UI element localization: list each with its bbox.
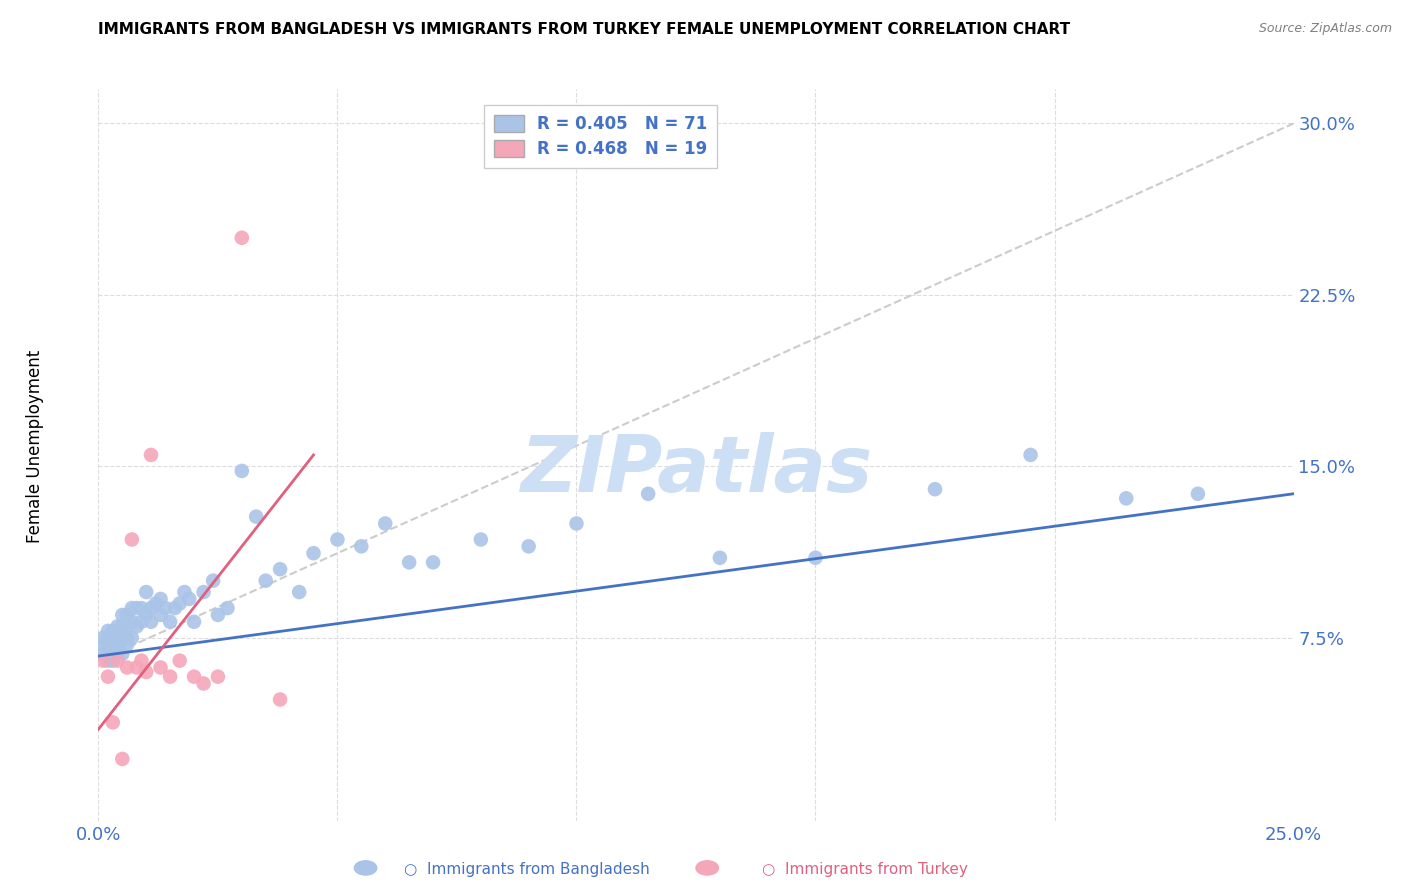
Point bbox=[207, 670, 229, 684]
Point bbox=[517, 539, 540, 553]
Point bbox=[924, 482, 946, 496]
Text: Source: ZipAtlas.com: Source: ZipAtlas.com bbox=[1258, 22, 1392, 36]
Point bbox=[269, 692, 291, 706]
Point bbox=[326, 533, 349, 547]
Point bbox=[101, 638, 124, 652]
Point bbox=[254, 574, 277, 588]
Point bbox=[91, 638, 114, 652]
Point bbox=[111, 752, 134, 766]
Text: ○  Immigrants from Turkey: ○ Immigrants from Turkey bbox=[762, 863, 967, 877]
Text: ZIPatlas: ZIPatlas bbox=[520, 432, 872, 508]
Point bbox=[139, 448, 162, 462]
Point bbox=[422, 555, 444, 569]
Point bbox=[245, 509, 267, 524]
Point bbox=[193, 585, 215, 599]
Point bbox=[149, 660, 172, 674]
Point bbox=[107, 638, 129, 652]
Point bbox=[269, 562, 291, 576]
Point bbox=[125, 660, 148, 674]
Point bbox=[97, 638, 120, 652]
Point bbox=[97, 670, 120, 684]
Point bbox=[115, 638, 138, 652]
Point bbox=[139, 615, 162, 629]
Point bbox=[163, 601, 186, 615]
Point bbox=[115, 607, 138, 622]
Point bbox=[135, 665, 157, 679]
Point bbox=[131, 654, 153, 668]
Point bbox=[107, 631, 129, 645]
Point bbox=[135, 585, 157, 599]
Point bbox=[131, 601, 153, 615]
Point bbox=[101, 654, 124, 668]
Point bbox=[115, 660, 138, 674]
Point bbox=[149, 607, 172, 622]
Point bbox=[111, 647, 134, 661]
Point bbox=[91, 631, 114, 645]
Point bbox=[302, 546, 325, 560]
Point bbox=[107, 647, 129, 661]
Point bbox=[97, 624, 120, 638]
Point bbox=[149, 591, 172, 606]
Point bbox=[111, 619, 134, 633]
Point bbox=[217, 601, 239, 615]
Point bbox=[97, 647, 120, 661]
Point bbox=[350, 539, 373, 553]
Point bbox=[115, 631, 138, 645]
Point bbox=[374, 516, 396, 531]
Point bbox=[159, 615, 181, 629]
Point bbox=[169, 597, 191, 611]
Point bbox=[107, 654, 129, 668]
Point bbox=[709, 550, 731, 565]
Point bbox=[169, 654, 191, 668]
Point bbox=[121, 533, 143, 547]
Point bbox=[207, 607, 229, 622]
Point bbox=[125, 601, 148, 615]
Point bbox=[101, 624, 124, 638]
Point bbox=[179, 591, 201, 606]
Point bbox=[145, 597, 167, 611]
Point bbox=[231, 464, 253, 478]
Point bbox=[101, 631, 124, 645]
Point bbox=[288, 585, 311, 599]
Point bbox=[97, 631, 120, 645]
Point bbox=[121, 615, 143, 629]
Point bbox=[637, 487, 659, 501]
Point bbox=[398, 555, 420, 569]
Text: ○  Immigrants from Bangladesh: ○ Immigrants from Bangladesh bbox=[405, 863, 650, 877]
Point bbox=[804, 550, 827, 565]
Point bbox=[1187, 487, 1209, 501]
Point bbox=[1019, 448, 1042, 462]
Point bbox=[125, 619, 148, 633]
Point bbox=[111, 631, 134, 645]
Point bbox=[121, 631, 143, 645]
Point bbox=[470, 533, 492, 547]
Point bbox=[193, 676, 215, 690]
Point bbox=[121, 601, 143, 615]
Point bbox=[101, 715, 124, 730]
Text: Female Unemployment: Female Unemployment bbox=[27, 350, 44, 542]
Point bbox=[159, 670, 181, 684]
Point bbox=[115, 619, 138, 633]
Point bbox=[135, 607, 157, 622]
Point bbox=[101, 647, 124, 661]
Point bbox=[91, 647, 114, 661]
Point bbox=[1115, 491, 1137, 506]
Point bbox=[139, 601, 162, 615]
Point bbox=[155, 601, 177, 615]
Point bbox=[202, 574, 225, 588]
Point bbox=[97, 654, 120, 668]
Point bbox=[183, 615, 205, 629]
Point bbox=[173, 585, 195, 599]
Point bbox=[231, 231, 253, 245]
Point bbox=[107, 619, 129, 633]
Point bbox=[131, 615, 153, 629]
Point bbox=[91, 654, 114, 668]
Point bbox=[111, 607, 134, 622]
Point bbox=[183, 670, 205, 684]
Point bbox=[565, 516, 588, 531]
Legend: R = 0.405   N = 71, R = 0.468   N = 19: R = 0.405 N = 71, R = 0.468 N = 19 bbox=[484, 105, 717, 168]
Text: IMMIGRANTS FROM BANGLADESH VS IMMIGRANTS FROM TURKEY FEMALE UNEMPLOYMENT CORRELA: IMMIGRANTS FROM BANGLADESH VS IMMIGRANTS… bbox=[98, 22, 1070, 37]
